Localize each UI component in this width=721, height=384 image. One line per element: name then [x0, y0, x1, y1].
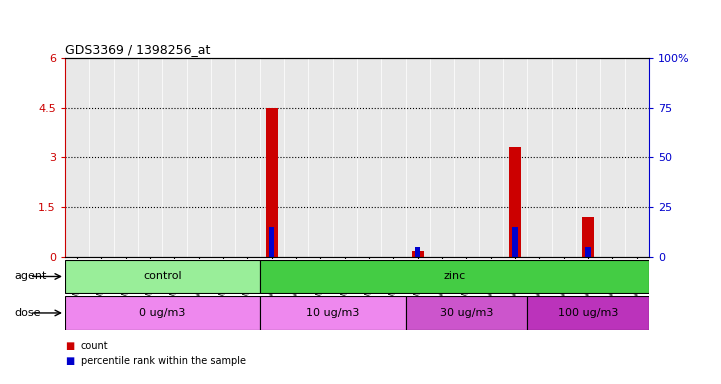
Bar	[260, 260, 649, 293]
Bar	[582, 217, 594, 257]
Bar	[260, 58, 284, 257]
Bar	[513, 227, 518, 257]
Bar	[235, 58, 260, 257]
Bar	[162, 58, 187, 257]
Bar	[585, 247, 590, 257]
Text: 0 ug/m3: 0 ug/m3	[139, 308, 185, 318]
Bar	[65, 260, 260, 293]
Bar	[284, 58, 309, 257]
Bar	[600, 58, 624, 257]
Bar	[265, 108, 278, 257]
Text: 100 ug/m3: 100 ug/m3	[558, 308, 618, 318]
Bar	[308, 58, 332, 257]
Text: control: control	[143, 271, 182, 281]
Bar	[65, 296, 260, 329]
Bar	[509, 147, 521, 257]
Text: 30 ug/m3: 30 ug/m3	[440, 308, 493, 318]
Bar	[503, 58, 527, 257]
Bar	[332, 58, 357, 257]
Text: 10 ug/m3: 10 ug/m3	[306, 308, 359, 318]
Bar	[430, 58, 454, 257]
Bar	[454, 58, 479, 257]
Bar	[576, 58, 600, 257]
Bar	[415, 247, 420, 257]
Bar	[527, 58, 552, 257]
Text: count: count	[81, 341, 108, 351]
Text: zinc: zinc	[443, 271, 465, 281]
Bar	[624, 58, 649, 257]
Bar	[405, 58, 430, 257]
Bar	[211, 58, 235, 257]
Text: dose: dose	[14, 308, 41, 318]
Bar	[357, 58, 381, 257]
Bar	[89, 58, 114, 257]
Bar	[65, 58, 89, 257]
Bar	[260, 296, 405, 329]
Bar	[552, 58, 576, 257]
Bar	[269, 227, 275, 257]
Bar	[479, 58, 503, 257]
Text: ■: ■	[65, 341, 74, 351]
Bar	[138, 58, 162, 257]
Text: percentile rank within the sample: percentile rank within the sample	[81, 356, 246, 366]
Bar	[187, 58, 211, 257]
Bar	[405, 296, 527, 329]
Bar	[114, 58, 138, 257]
Text: ■: ■	[65, 356, 74, 366]
Bar	[412, 251, 424, 257]
Bar	[381, 58, 405, 257]
Text: GDS3369 / 1398256_at: GDS3369 / 1398256_at	[65, 43, 211, 56]
Text: agent: agent	[14, 271, 47, 281]
Bar	[527, 296, 649, 329]
